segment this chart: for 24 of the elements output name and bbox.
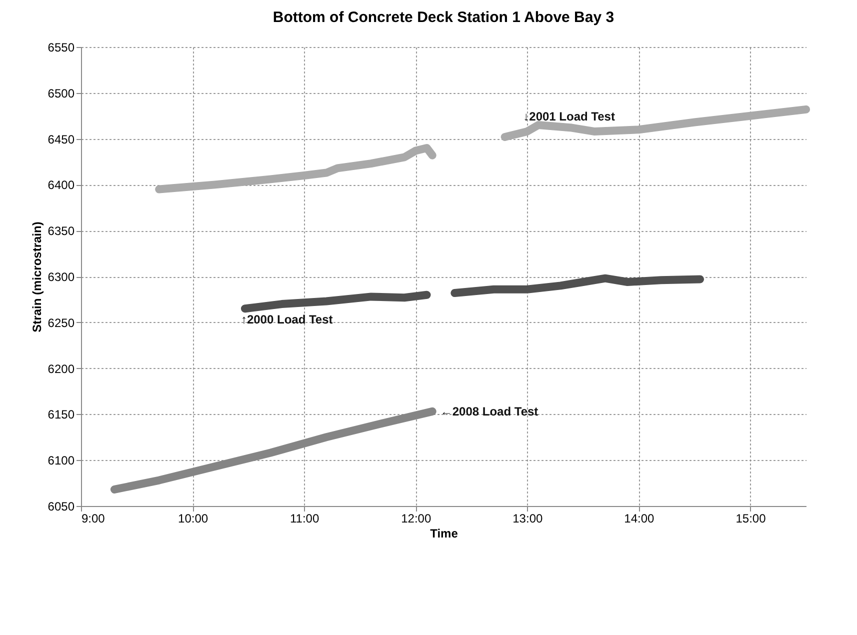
annotation: ←2008 Load Test bbox=[440, 404, 538, 418]
y-tick-label: 6500 bbox=[48, 86, 75, 100]
x-tick-label: 9:00 bbox=[82, 512, 106, 526]
annotation: ↓2001 Load Test bbox=[523, 109, 615, 124]
y-tick-label: 6450 bbox=[48, 132, 75, 146]
y-tick-label: 6300 bbox=[48, 270, 75, 284]
x-tick-label: 14:00 bbox=[624, 512, 655, 526]
y-tick-label: 6050 bbox=[48, 500, 75, 514]
x-tick-label: 13:00 bbox=[512, 512, 543, 526]
annotation: ↑2000 Load Test bbox=[240, 312, 333, 327]
chart-title: Bottom of Concrete Deck Station 1 Above Bay 3 bbox=[272, 9, 614, 26]
y-tick-label: 6400 bbox=[48, 178, 75, 192]
y-tick-label: 6150 bbox=[48, 408, 75, 422]
y-tick-label: 6250 bbox=[48, 316, 75, 330]
x-tick-label: 10:00 bbox=[178, 512, 208, 526]
y-tick-label: 6350 bbox=[48, 224, 75, 238]
y-tick-label: 6200 bbox=[48, 362, 75, 376]
x-tick-label: 12:00 bbox=[401, 512, 432, 526]
y-axis-title: Strain (microstrain) bbox=[30, 222, 44, 332]
y-tick-label: 6100 bbox=[48, 454, 75, 468]
x-tick-label: 11:00 bbox=[290, 512, 320, 526]
x-tick-label: 15:00 bbox=[736, 512, 766, 526]
y-tick-label: 6550 bbox=[48, 40, 75, 54]
x-axis-title: Time bbox=[430, 526, 458, 540]
